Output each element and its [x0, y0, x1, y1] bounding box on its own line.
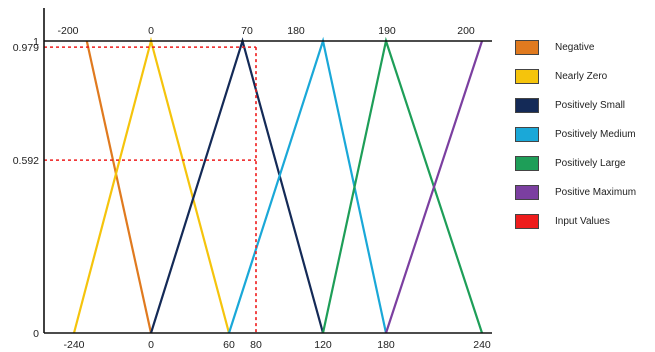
x-tick-label: 120: [314, 339, 332, 351]
x-tick-label: 240: [473, 339, 491, 351]
x-tick-label: 0: [148, 339, 154, 351]
legend-label: Positively Medium: [555, 129, 636, 140]
legend-label: Positive Maximum: [555, 187, 637, 198]
x-tick-label: 80: [250, 339, 262, 351]
legend-label: Input Values: [555, 216, 610, 227]
series-positively-medium: [227, 36, 388, 334]
top-tick-label: 70: [241, 25, 253, 37]
legend-swatch: [515, 214, 539, 229]
legend-item-input-values: Input Values: [515, 214, 655, 243]
legend: Negative Nearly Zero Positively Small Posit…: [515, 40, 655, 243]
x-tick-label: -240: [63, 339, 84, 351]
legend-item-positively-small: Positively Small: [515, 98, 655, 127]
legend-label: Negative: [555, 42, 595, 53]
legend-swatch: [515, 40, 539, 55]
y-tick-label: 0.979: [13, 42, 39, 54]
series-negative: [85, 40, 153, 334]
legend-item-positively-large: Positively Large: [515, 156, 655, 185]
top-tick-label: 180: [287, 25, 305, 37]
legend-item-negative: Negative: [515, 40, 655, 69]
legend-label: Positively Large: [555, 158, 626, 169]
legend-item-positively-medium: Positively Medium: [515, 127, 655, 156]
legend-swatch: [515, 156, 539, 171]
top-tick-label: 0: [148, 25, 154, 37]
y-tick-label: 0.592: [13, 155, 39, 167]
legend-swatch: [515, 69, 539, 84]
top-tick-label: 200: [457, 25, 475, 37]
x-tick-label: 60: [223, 339, 235, 351]
series-layer: [44, 36, 484, 334]
top-tick-label: 190: [378, 25, 396, 37]
series-positively-small: [149, 37, 325, 334]
top-tick-label: -200: [57, 25, 78, 37]
legend-swatch: [515, 127, 539, 142]
series-positive-maximum: [384, 40, 484, 334]
series-positively-large: [321, 36, 484, 334]
legend-swatch: [515, 98, 539, 113]
axes-layer: [43, 8, 492, 334]
legend-swatch: [515, 185, 539, 200]
y-tick-label: 0: [33, 328, 39, 340]
legend-item-nearly-zero: Nearly Zero: [515, 69, 655, 98]
legend-item-positive-maximum: Positive Maximum: [515, 185, 655, 214]
ticks-layer: -240 0 60 80 120 180 240 -200 0 70 180 190 200 0 0.592…: [13, 25, 491, 351]
x-tick-label: 180: [377, 339, 395, 351]
legend-label: Positively Small: [555, 100, 626, 111]
legend-label: Nearly Zero: [555, 71, 608, 82]
y-tick-label: 1: [33, 36, 39, 48]
